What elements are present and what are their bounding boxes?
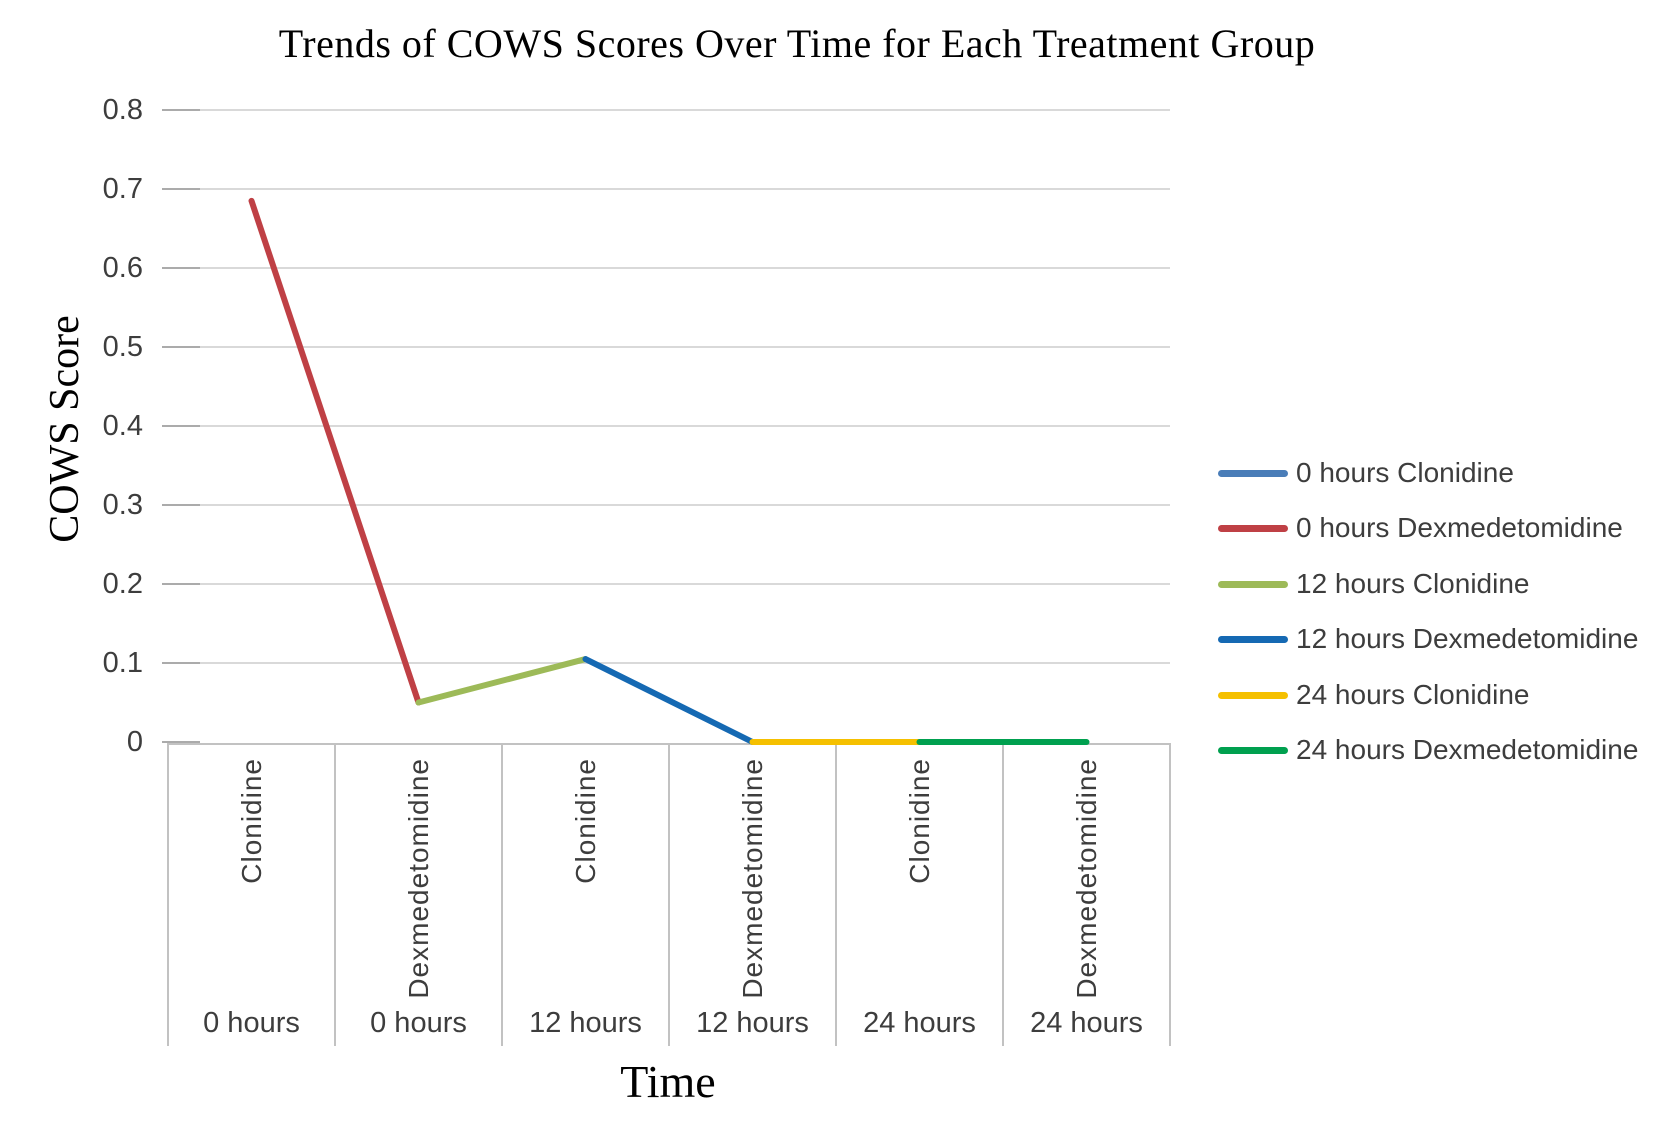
- y-gridline: [168, 425, 1170, 427]
- category-time-label: 0 hours: [370, 1007, 467, 1039]
- category-time-label: 12 hours: [529, 1007, 642, 1039]
- y-tick-label: 0: [126, 726, 143, 758]
- category-drug-text: Clonidine: [235, 758, 267, 884]
- y-tick-label: 0.2: [102, 568, 143, 600]
- category-time-label: 24 hours: [1030, 1007, 1143, 1039]
- legend-swatch: [1218, 581, 1288, 588]
- category-drug-text: Clonidine: [569, 758, 601, 884]
- legend-label: 12 hours Clonidine: [1296, 568, 1530, 599]
- category-separator: [835, 743, 837, 1046]
- y-axis-tick: [162, 662, 200, 664]
- y-axis-tick: [162, 346, 200, 348]
- y-axis-tick: [162, 583, 200, 585]
- category-drug-text: Dexmedetomidine: [736, 758, 768, 999]
- y-tick-label: 0.4: [102, 410, 143, 442]
- category-drug-label: Dexmedetomidine: [1003, 758, 1170, 999]
- category-drug-label: Clonidine: [168, 758, 335, 993]
- category-drug-label: Clonidine: [502, 758, 669, 993]
- category-drug-text: Dexmedetomidine: [402, 758, 434, 999]
- legend-label: 24 hours Dexmedetomidine: [1296, 734, 1639, 765]
- legend-label: 12 hours Dexmedetomidine: [1296, 623, 1639, 654]
- legend-swatch: [1218, 692, 1288, 699]
- category-separator: [334, 743, 336, 1046]
- line-segment-12-hours-clonidine: [415, 656, 589, 706]
- category-separator: [1169, 743, 1171, 1046]
- y-tick-label: 0.1: [102, 647, 143, 679]
- y-gridline: [168, 109, 1170, 111]
- category-separator: [501, 743, 503, 1046]
- line-segment-12-hours-dexmedetomidine: [582, 656, 756, 745]
- chart-title: Trends of COWS Scores Over Time for Each…: [278, 21, 1316, 66]
- y-tick-label: 0.7: [102, 173, 143, 205]
- y-axis-tick: [162, 504, 200, 506]
- category-separator: [1002, 743, 1004, 1046]
- y-axis-tick: [162, 188, 200, 190]
- y-axis-tick: [162, 267, 200, 269]
- category-separator: [167, 743, 169, 1046]
- y-gridline: [168, 504, 1170, 506]
- category-drug-text: Dexmedetomidine: [1070, 758, 1102, 999]
- legend-label: 0 hours Dexmedetomidine: [1296, 512, 1623, 543]
- legend-label: 24 hours Clonidine: [1296, 679, 1530, 710]
- category-time-label: 24 hours: [863, 1007, 976, 1039]
- category-time-label: 0 hours: [203, 1007, 300, 1039]
- y-gridline: [168, 662, 1170, 664]
- y-gridline: [168, 267, 1170, 269]
- legend-swatch: [1218, 525, 1288, 532]
- category-drug-label: Dexmedetomidine: [335, 758, 502, 999]
- y-axis-tick: [162, 425, 200, 427]
- legend-swatch: [1218, 747, 1288, 754]
- category-drug-text: Clonidine: [903, 758, 935, 884]
- y-gridline: [168, 188, 1170, 190]
- y-tick-label: 0.6: [102, 252, 143, 284]
- category-separator: [668, 743, 670, 1046]
- category-time-label: 12 hours: [696, 1007, 809, 1039]
- legend-swatch: [1218, 636, 1288, 643]
- y-axis-tick: [162, 741, 200, 743]
- y-tick-label: 0.8: [102, 94, 143, 126]
- line-segment-0-hours-dexmedetomidine: [248, 197, 422, 706]
- cows-line-series: [248, 197, 1090, 745]
- legend-label: 0 hours Clonidine: [1296, 457, 1514, 488]
- y-tick-label: 0.3: [102, 489, 143, 521]
- y-tick-label: 0.5: [102, 331, 143, 363]
- legend-swatch: [1218, 470, 1288, 477]
- category-drug-label: Clonidine: [836, 758, 1003, 993]
- category-drug-label: Dexmedetomidine: [669, 758, 836, 999]
- x-axis-title: Time: [620, 1056, 716, 1107]
- y-axis-tick: [162, 109, 200, 111]
- y-gridline: [168, 346, 1170, 348]
- y-gridline: [168, 583, 1170, 585]
